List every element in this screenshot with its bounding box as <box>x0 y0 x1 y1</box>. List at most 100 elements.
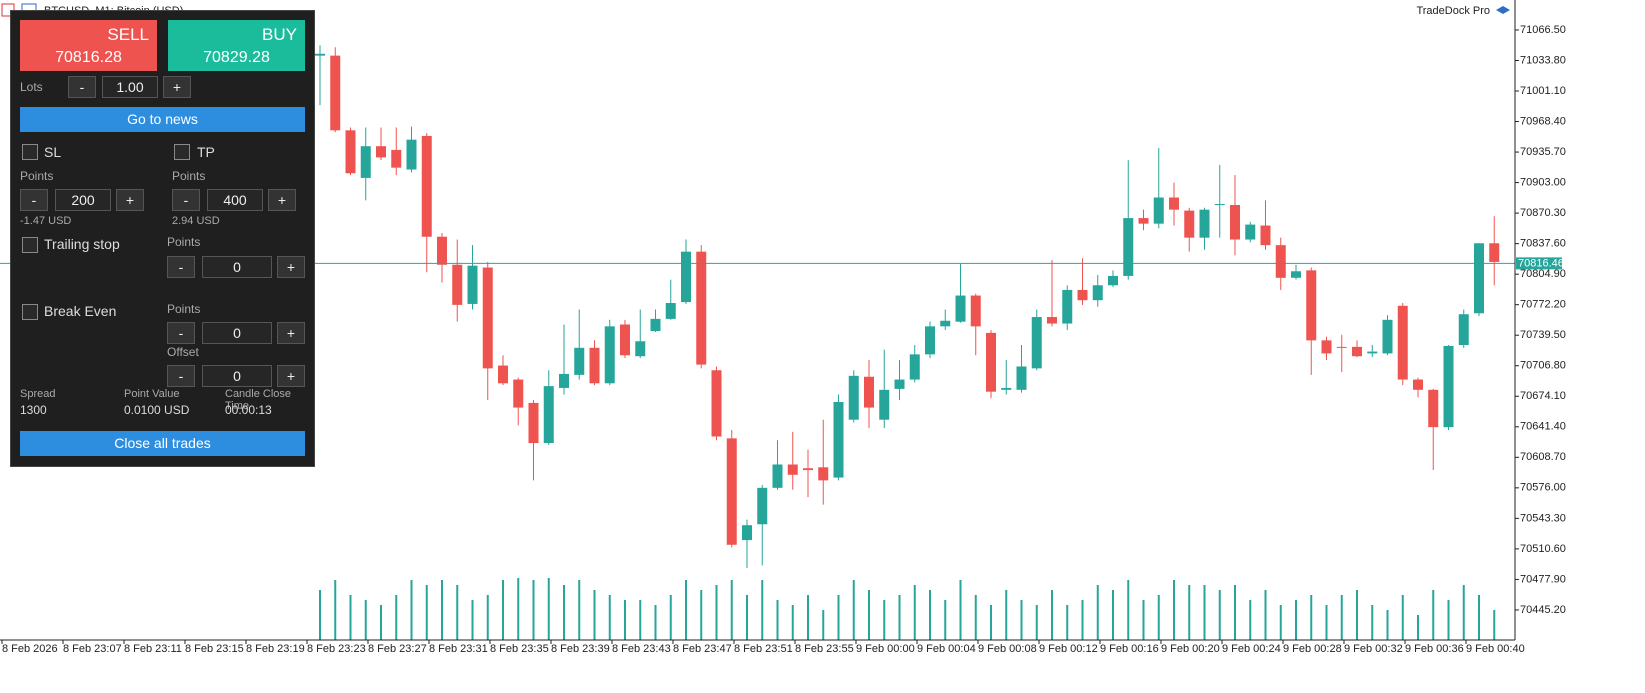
be-minus[interactable]: - <box>167 322 195 344</box>
buy-label: BUY <box>262 25 297 44</box>
tp-label: TP <box>197 144 215 160</box>
candle-body <box>1092 285 1103 301</box>
candle-body <box>909 354 920 380</box>
offset-input[interactable]: 0 <box>202 365 272 387</box>
trailing-checkbox[interactable] <box>22 237 38 253</box>
tp-usd: 2.94 USD <box>172 215 220 227</box>
lots-minus[interactable]: - <box>68 76 96 98</box>
y-tick-label: 70674.10 <box>1520 390 1566 402</box>
candle-body <box>421 135 432 237</box>
candle-body <box>925 326 935 355</box>
buy-button[interactable]: BUY 70829.28 <box>168 20 305 71</box>
y-tick-label: 70739.50 <box>1520 329 1566 341</box>
stat-label: Candle Close Time <box>225 388 292 412</box>
x-tick-label: 8 Feb 23:15 <box>185 643 244 655</box>
news-button[interactable]: Go to news <box>20 107 305 132</box>
candle-body <box>665 303 676 319</box>
be-plus[interactable]: + <box>277 322 305 344</box>
sl-usd: -1.47 USD <box>20 215 72 227</box>
candle-body <box>1169 197 1179 210</box>
candle-body <box>970 295 981 327</box>
y-tick-label: 70968.40 <box>1520 115 1566 127</box>
candle-body <box>1306 270 1317 341</box>
candle-body <box>1199 209 1210 238</box>
x-tick-label: 8 Feb 23:07 <box>63 643 122 655</box>
tp-minus[interactable]: - <box>172 189 200 211</box>
candle-body <box>1214 204 1225 206</box>
candle-body <box>1260 225 1271 246</box>
close-all-button[interactable]: Close all trades <box>20 431 305 456</box>
stat-label: Point Value <box>124 388 180 400</box>
x-tick-label: 8 Feb 23:47 <box>673 643 732 655</box>
x-tick-label: 9 Feb 00:40 <box>1466 643 1525 655</box>
x-tick-label: 8 Feb 23:11 <box>124 643 182 655</box>
candle-body <box>803 468 813 471</box>
x-tick-label: 8 Feb 23:43 <box>612 643 671 655</box>
candle-body <box>833 401 844 478</box>
trailing-minus[interactable]: - <box>167 256 195 278</box>
trailing-plus[interactable]: + <box>277 256 305 278</box>
candle-body <box>772 464 783 488</box>
tp-input[interactable]: 400 <box>207 189 263 211</box>
candle-body <box>513 379 524 408</box>
x-tick-label: 8 Feb 23:19 <box>246 643 305 655</box>
be-input[interactable]: 0 <box>202 322 272 344</box>
candle-body <box>864 376 874 408</box>
tp-plus[interactable]: + <box>268 189 296 211</box>
y-tick-label: 70543.30 <box>1520 512 1566 524</box>
x-tick-label: 9 Feb 00:28 <box>1283 643 1342 655</box>
candle-body <box>315 53 325 56</box>
candle-body <box>1077 289 1088 301</box>
candle-body <box>437 236 447 265</box>
x-tick-label: 8 Feb 23:27 <box>368 643 427 655</box>
x-tick-label: 9 Feb 00:04 <box>917 643 976 655</box>
x-tick-label: 9 Feb 00:24 <box>1222 643 1281 655</box>
offset-plus[interactable]: + <box>277 365 305 387</box>
current-price-box <box>1516 257 1562 270</box>
candle-body <box>818 467 829 481</box>
candle-body <box>1031 317 1042 369</box>
candle-body <box>620 324 630 356</box>
sell-button[interactable]: SELL 70816.28 <box>20 20 157 71</box>
x-tick-label: 9 Feb 00:16 <box>1100 643 1159 655</box>
sl-points-label: Points <box>20 169 54 183</box>
candle-body <box>498 365 508 384</box>
candle-body <box>681 251 691 303</box>
break-even-label: Break Even <box>44 303 117 319</box>
stat-label: Spread <box>20 388 56 400</box>
candle-body <box>1016 366 1027 390</box>
candle-body <box>482 267 493 369</box>
x-tick-label: 8 Feb 23:31 <box>429 643 488 655</box>
candle-body <box>1352 346 1362 357</box>
candle-body <box>452 264 463 305</box>
trailing-points-label: Points <box>167 235 201 249</box>
lots-label: Lots <box>20 80 43 94</box>
candle-body <box>1489 243 1500 262</box>
x-tick-label: 9 Feb 00:12 <box>1039 643 1098 655</box>
sl-plus[interactable]: + <box>116 189 144 211</box>
candle-body <box>1428 389 1439 428</box>
offset-label: Offset <box>167 345 199 359</box>
sl-minus[interactable]: - <box>20 189 48 211</box>
candle-body <box>848 375 859 420</box>
lots-input[interactable]: 1.00 <box>102 76 158 98</box>
candle-body <box>711 370 722 437</box>
x-tick-label: 8 Feb 23:39 <box>551 643 610 655</box>
tp-checkbox[interactable] <box>174 144 190 160</box>
candle-body <box>1138 218 1149 224</box>
trailing-input[interactable]: 0 <box>202 256 272 278</box>
candle-body <box>330 55 341 131</box>
y-tick-label: 71001.10 <box>1520 85 1566 97</box>
stat-value: 0.0100 USD <box>124 403 190 417</box>
lots-plus[interactable]: + <box>163 76 191 98</box>
x-tick-label: 8 Feb 23:23 <box>307 643 366 655</box>
x-tick-label: 9 Feb 00:08 <box>978 643 1037 655</box>
sl-checkbox[interactable] <box>22 144 38 160</box>
sl-input[interactable]: 200 <box>55 189 111 211</box>
offset-minus[interactable]: - <box>167 365 195 387</box>
candle-body <box>1336 346 1347 348</box>
candle-body <box>1413 379 1423 390</box>
candle-body <box>1047 317 1057 324</box>
break-even-checkbox[interactable] <box>22 304 38 320</box>
break-even-points-label: Points <box>167 302 201 316</box>
